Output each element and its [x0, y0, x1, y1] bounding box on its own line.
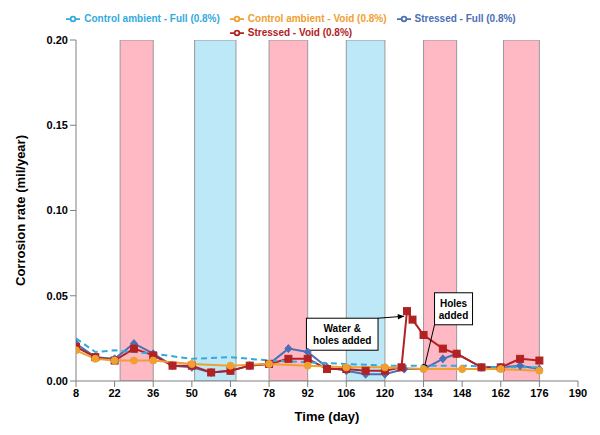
svg-text:78: 78	[263, 387, 275, 399]
svg-text:Corrosion rate (mil/year): Corrosion rate (mil/year)	[13, 135, 28, 286]
svg-text:106: 106	[337, 387, 355, 399]
html-text:Control ambient - Full (0.8%): Control ambient - Full (0.8%)	[84, 12, 220, 24]
svg-text:148: 148	[453, 387, 471, 399]
svg-text:Holesadded: Holesadded	[439, 298, 468, 321]
html-text:Stressed - Full (0.8%): Stressed - Full (0.8%)	[414, 12, 516, 24]
svg-text:120: 120	[376, 387, 394, 399]
html-text:Stressed - Void (0.8%): Stressed - Void (0.8%)	[247, 26, 353, 38]
svg-text:134: 134	[414, 387, 433, 399]
svg-text:Water &holes added: Water &holes added	[313, 323, 371, 346]
svg-text:0.10: 0.10	[47, 204, 68, 216]
svg-text:0.00: 0.00	[47, 375, 68, 387]
svg-text:0.15: 0.15	[47, 119, 68, 131]
svg-text:0.20: 0.20	[47, 34, 68, 46]
svg-text:50: 50	[186, 387, 198, 399]
svg-text:176: 176	[530, 387, 548, 399]
svg-text:92: 92	[302, 387, 314, 399]
html-text:Control ambient - Void (0.8%): Control ambient - Void (0.8%)	[247, 12, 387, 24]
svg-text:8: 8	[73, 387, 79, 399]
svg-text:0.05: 0.05	[47, 290, 68, 302]
svg-text:162: 162	[492, 387, 510, 399]
svg-text:22: 22	[108, 387, 120, 399]
svg-text:Time (day): Time (day)	[295, 409, 360, 424]
svg-text:36: 36	[147, 387, 159, 399]
svg-text:190: 190	[569, 387, 587, 399]
svg-text:64: 64	[224, 387, 237, 399]
